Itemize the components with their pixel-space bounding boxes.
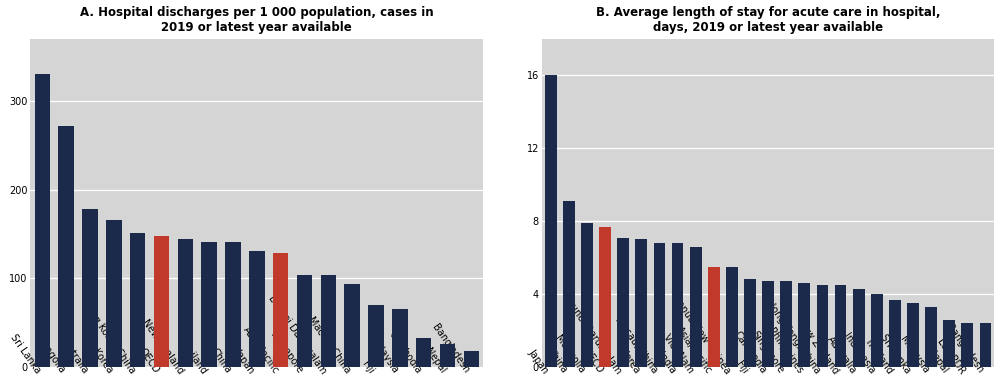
Bar [835,285,846,367]
Bar [798,283,810,367]
Bar [178,239,193,367]
Bar [392,309,408,367]
Bar [82,209,98,367]
Bar [690,247,702,367]
Bar [853,288,865,367]
Bar [368,305,384,367]
Title: A. Hospital discharges per 1 000 population, cases in
2019 or latest year availa: A. Hospital discharges per 1 000 populat… [80,6,434,34]
Bar [654,243,665,367]
Bar [980,323,991,367]
Bar [416,338,431,367]
Bar [545,75,557,367]
Bar [58,126,74,367]
Bar [889,299,901,367]
Bar [871,294,883,367]
Bar [943,320,955,367]
Bar [225,242,241,367]
Bar [726,267,738,367]
Bar [154,236,169,367]
Bar [817,285,828,367]
Bar [344,285,360,367]
Bar [321,275,336,367]
Bar [297,275,312,367]
Bar [635,239,647,367]
Bar [708,267,720,367]
Bar [581,223,593,367]
Bar [672,243,683,367]
Bar [201,242,217,367]
Bar [961,323,973,367]
Bar [925,307,937,367]
Bar [35,74,50,367]
Bar [780,281,792,367]
Bar [599,227,611,367]
Bar [907,303,919,367]
Bar [762,281,774,367]
Bar [617,237,629,367]
Bar [273,253,288,367]
Bar [106,220,122,367]
Bar [130,233,145,367]
Title: B. Average length of stay for acute care in hospital,
days, 2019 or latest year : B. Average length of stay for acute care… [596,6,940,34]
Bar [464,351,479,367]
Bar [744,279,756,367]
Bar [249,251,265,367]
Bar [563,201,575,367]
Bar [440,344,455,367]
